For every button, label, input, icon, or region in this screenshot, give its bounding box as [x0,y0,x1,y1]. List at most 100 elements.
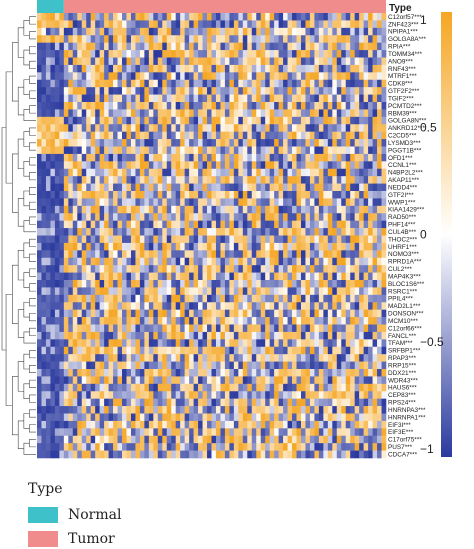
heatmap-cell [104,331,109,340]
heatmap-cell [215,109,221,118]
heatmap-cell [345,324,351,333]
heatmap-cell [148,302,154,310]
heatmap-cell [59,369,65,377]
heatmap-cell [171,272,176,281]
heatmap-cell [238,242,244,251]
heatmap-cell [238,50,244,58]
heatmap-cell [220,176,226,184]
heatmap-cell [135,309,141,318]
heatmap-cell [292,124,297,132]
heatmap-cell [72,153,78,162]
heatmap-cell [198,220,203,229]
heatmap-cell [287,213,293,221]
heatmap-cell [122,183,127,192]
heatmap-cell [189,116,194,125]
heatmap-cell [345,102,351,110]
heatmap-cell [341,317,347,325]
heatmap-cell [193,265,199,273]
heatmap-cell [202,109,208,118]
heatmap-cell [54,87,60,95]
heatmap-cell [139,116,145,125]
heatmap-cell [359,391,364,399]
heatmap-cell [108,13,114,21]
heatmap-cell [305,235,311,244]
heatmap-cell [54,428,60,437]
heatmap-cell [193,131,199,140]
heatmap-cell [283,369,288,377]
heatmap-cell [238,72,244,81]
heatmap-cell [37,257,42,266]
heatmap-cell [350,257,355,266]
heatmap-cell [139,64,145,73]
heatmap-cell [260,324,266,333]
heatmap-cell [72,287,78,296]
heatmap-cell [309,346,315,355]
heatmap-cell [224,153,230,162]
gene-label: CEP83*** [388,392,416,399]
heatmap-cell [323,324,329,333]
heatmap-cell [135,124,141,132]
heatmap-cell [314,428,320,437]
heatmap-cell [359,109,364,118]
heatmap-cell [229,228,235,236]
heatmap-cell [117,450,123,459]
heatmap-cell [211,339,217,348]
heatmap-cell [157,191,163,199]
heatmap-cell [220,376,226,385]
heatmap-cell [86,331,91,340]
heatmap-cell [86,64,91,73]
heatmap-cell [144,35,150,43]
heatmap-cell [332,94,338,103]
heatmap-cell [162,265,168,273]
heatmap-cell [318,376,324,385]
heatmap-cell [229,443,235,451]
heatmap-cell [41,391,47,399]
heatmap-cell [238,13,244,21]
heatmap-cell [153,369,159,377]
heatmap-cell [144,280,150,288]
heatmap-cell [260,198,266,207]
heatmap-cell [99,198,105,207]
heatmap-cell [175,435,181,444]
heatmap-cell [59,64,65,73]
heatmap-cell [368,391,373,399]
gene-label: BLOC1S6*** [388,281,425,288]
heatmap-cell [180,272,185,281]
heatmap-cell [300,391,306,399]
heatmap-cell [81,131,87,140]
heatmap-cell [122,354,127,362]
heatmap-cell [126,250,132,259]
heatmap-cell [260,354,266,362]
heatmap-cell [323,376,329,385]
heatmap-cell [122,369,127,377]
heatmap-cell [247,242,253,251]
heatmap-cell [341,139,347,147]
heatmap-cell [269,161,275,170]
heatmap-cell [318,191,324,199]
gene-label: GOLGA8A*** [388,36,427,43]
heatmap-cell [265,376,270,385]
heatmap-cell [162,153,168,162]
heatmap-cell [198,57,203,66]
heatmap-cell [184,324,190,333]
heatmap-cell [323,139,329,147]
dendrogram-branch [29,439,36,448]
heatmap-cell [287,87,293,95]
heatmap-cell [305,369,311,377]
heatmap-cell [305,220,311,229]
heatmap-cell [135,346,141,355]
heatmap-cell [95,72,100,81]
heatmap-cell [90,176,96,184]
heatmap-cell [72,250,78,259]
heatmap-cell [359,287,364,296]
heatmap-cell [381,235,387,244]
heatmap-cell [81,205,87,214]
heatmap-cell [336,191,342,199]
heatmap-cell [278,317,284,325]
heatmap-cell [269,428,275,437]
heatmap-cell [189,265,194,273]
heatmap-cell [99,346,105,355]
heatmap-cell [350,287,355,296]
heatmap-cell [41,287,47,296]
heatmap-cell [251,383,257,392]
